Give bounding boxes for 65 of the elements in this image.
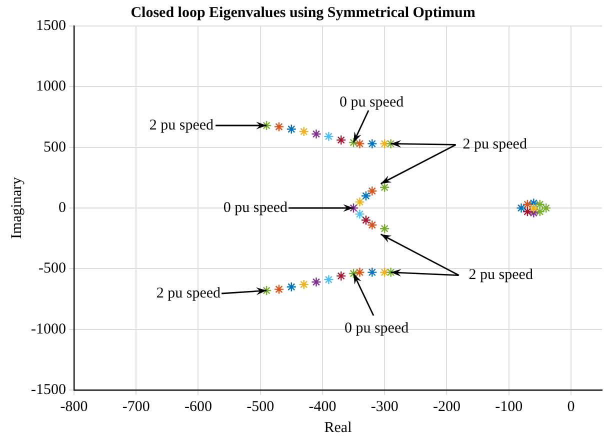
y-tick-label: 1500: [36, 18, 66, 34]
point: [540, 202, 552, 214]
point: [274, 122, 284, 132]
point: [348, 137, 359, 148]
point: [354, 208, 365, 220]
point: [354, 267, 365, 278]
point: [386, 267, 396, 278]
point: [522, 206, 533, 217]
x-tick-label: -400: [308, 398, 336, 415]
point: [528, 202, 539, 214]
x-tick-label: -100: [495, 398, 523, 415]
point: [311, 276, 322, 288]
point: [354, 196, 365, 208]
point: [360, 215, 372, 226]
y-tick-label: 0: [58, 200, 66, 216]
point: [534, 206, 545, 217]
point: [336, 134, 346, 146]
point: [367, 220, 378, 230]
point: [528, 208, 539, 218]
point: [336, 270, 346, 282]
annotation: 0 pu speed: [339, 94, 404, 110]
y-tick-label: -500: [38, 260, 66, 277]
point: [534, 199, 545, 210]
y-axis-title: Imaginary: [8, 176, 25, 239]
x-tick-label: -800: [60, 398, 88, 415]
point: [286, 124, 297, 134]
chart-title: Closed loop Eigenvalues using Symmetrical Optimum: [130, 4, 476, 21]
point: [379, 138, 390, 149]
x-tick-label: 0: [567, 398, 575, 415]
point: [298, 126, 309, 137]
point: [324, 274, 334, 285]
point: [311, 128, 322, 140]
point: [324, 131, 334, 142]
x-tick-label: -500: [246, 398, 274, 415]
y-tick-label: -1000: [30, 321, 66, 338]
point: [298, 279, 309, 290]
annotation: 2 pu speed: [468, 267, 534, 284]
point: [367, 267, 378, 278]
x-tick-label: -200: [432, 398, 460, 415]
point: [379, 224, 390, 234]
point: [522, 199, 533, 210]
point: [379, 182, 390, 192]
annotation: 2 pu speed: [156, 285, 222, 302]
point: [386, 138, 396, 149]
annotation: 0 pu speed: [223, 200, 288, 216]
x-tick-label: -300: [370, 398, 398, 415]
point: [274, 284, 284, 294]
point: [516, 202, 526, 214]
point: [354, 138, 365, 149]
x-axis-title: Real: [324, 420, 352, 436]
point: [360, 190, 372, 201]
point: [367, 186, 378, 196]
x-tick-label: -700: [122, 398, 150, 415]
annotation: 2 pu speed: [462, 136, 528, 153]
x-tick-label: -600: [184, 398, 212, 415]
point: [286, 282, 297, 292]
y-tick-label: -1500: [30, 382, 66, 398]
annotation: 2 pu speed: [149, 117, 214, 134]
point: [367, 138, 378, 149]
annotation: 0 pu speed: [344, 320, 410, 336]
point: [528, 198, 539, 208]
point: [379, 267, 390, 278]
y-tick-label: 500: [43, 139, 66, 156]
y-tick-label: 1000: [36, 78, 66, 95]
point: [348, 268, 359, 279]
